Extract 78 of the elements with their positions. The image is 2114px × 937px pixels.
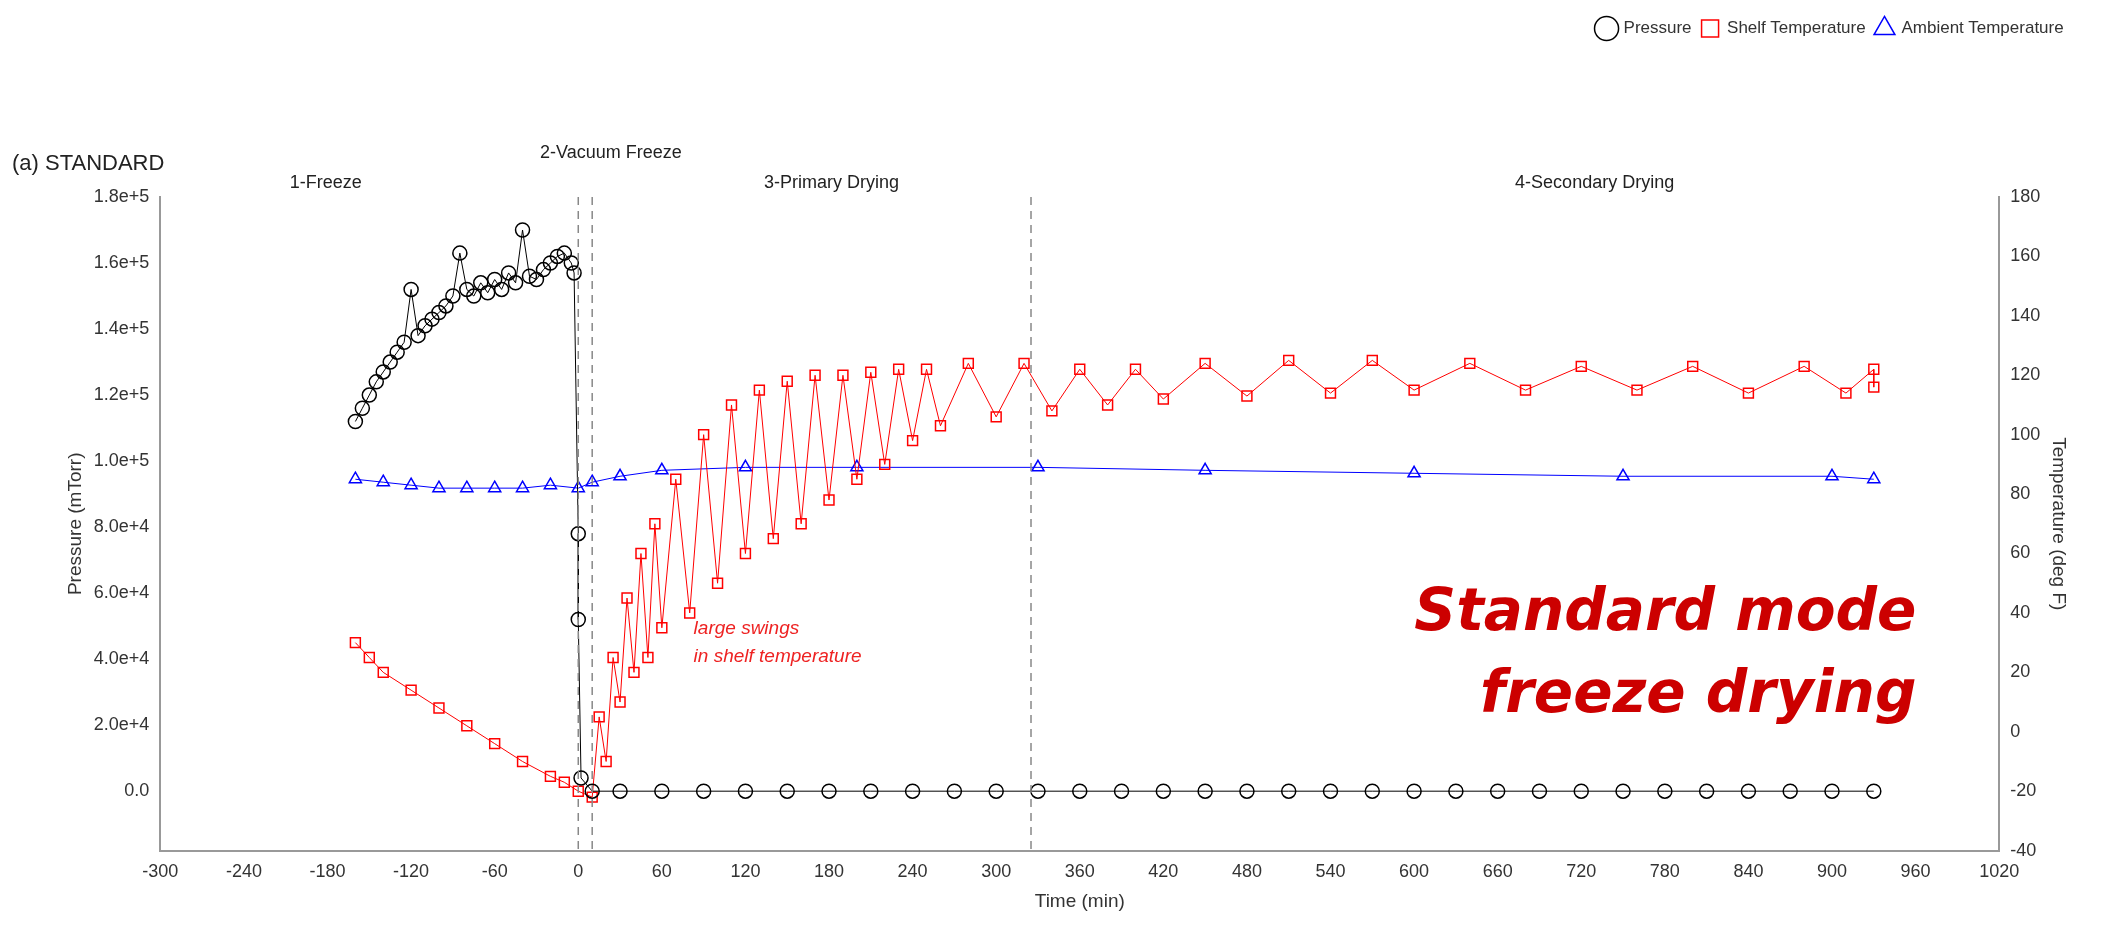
annotation: large swings in shelf temperature <box>693 616 862 666</box>
y-tick-label: 1.0e+5 <box>93 450 150 471</box>
y-tick-label: 8.0e+4 <box>93 516 150 537</box>
x-tick-label: 540 <box>1315 861 1346 882</box>
x-tick-label: 600 <box>1399 861 1430 882</box>
y2-tick-label: 120 <box>2010 364 2041 385</box>
x-axis-title: Time (min) <box>1034 889 1125 911</box>
x-tick-label: -180 <box>309 861 346 882</box>
y2-tick-label: -20 <box>2010 780 2037 801</box>
x-tick-label: 0 <box>573 861 584 882</box>
y-axis-title: Pressure (mTorr) <box>63 452 85 596</box>
point <box>1407 465 1421 478</box>
point <box>432 480 446 493</box>
x-tick-label: 300 <box>981 861 1012 882</box>
legend-label: Pressure <box>1623 18 1692 38</box>
point <box>1031 459 1045 472</box>
point <box>460 480 474 493</box>
point <box>1616 468 1630 481</box>
y2-tick-label: 20 <box>2010 661 2031 682</box>
point <box>850 459 864 472</box>
x-tick-label: 60 <box>651 861 672 882</box>
x-tick-label: 420 <box>1148 861 1179 882</box>
x-tick-label: 360 <box>1064 861 1095 882</box>
point <box>655 462 669 475</box>
x-tick-label: 120 <box>730 861 761 882</box>
x-tick-label: 840 <box>1733 861 1764 882</box>
y2-tick-label: 60 <box>2010 542 2031 563</box>
y2-tick-label: 180 <box>2010 185 2041 206</box>
point <box>1866 471 1881 484</box>
x-tick-label: 240 <box>897 861 928 882</box>
point <box>738 459 753 472</box>
chart-title: (a) STANDARD <box>12 150 165 176</box>
text: 3-Primary Drying <box>764 171 900 192</box>
point <box>1825 468 1839 481</box>
text: 4-Secondary Drying <box>1515 171 1675 192</box>
x-tick-label: 1020 <box>1979 861 2020 882</box>
y2-tick-label: 140 <box>2010 304 2041 325</box>
x-tick-label: 660 <box>1482 861 1513 882</box>
point <box>487 480 502 493</box>
text: 1-Freeze <box>289 171 362 192</box>
x-tick-label: 720 <box>1566 861 1597 882</box>
x-tick-label: 960 <box>1900 861 1931 882</box>
y-tick-label: 6.0e+4 <box>93 582 150 603</box>
y-tick-label: 2.0e+4 <box>93 714 150 735</box>
x-tick-label: 480 <box>1231 861 1262 882</box>
legend-label: Shelf Temperature <box>1727 18 1866 38</box>
y-tick-label: 1.8e+5 <box>93 185 150 206</box>
point <box>585 474 600 487</box>
x-tick-label: -120 <box>393 861 430 882</box>
x-tick-label: -300 <box>142 861 179 882</box>
y-tick-label: 1.4e+5 <box>93 318 150 339</box>
annotation: Standard mode freeze drying <box>1414 576 1917 727</box>
x-tick-label: -240 <box>225 861 262 882</box>
y2-axis-title: Temperature (deg F) <box>2049 437 2071 611</box>
y2-tick-label: 160 <box>2010 245 2041 266</box>
y2-tick-label: 40 <box>2010 601 2031 622</box>
x-tick-label: 180 <box>813 861 845 882</box>
x-tick-label: 780 <box>1649 861 1680 882</box>
x-tick-label: -60 <box>481 861 508 882</box>
point <box>613 468 627 481</box>
point <box>571 480 586 493</box>
point <box>404 477 418 490</box>
y-tick-label: 1.2e+5 <box>93 384 150 405</box>
legend-label: Ambient Temperature <box>1901 18 2064 38</box>
point <box>543 477 558 490</box>
y-tick-label: 1.6e+5 <box>93 251 150 272</box>
point <box>376 474 391 487</box>
point <box>515 480 530 493</box>
point <box>1198 462 1212 475</box>
text: 2-Vacuum Freeze <box>540 141 682 162</box>
y2-tick-label: -40 <box>2010 839 2037 860</box>
y-tick-label: 0.0 <box>124 780 150 801</box>
y2-tick-label: 80 <box>2010 483 2031 504</box>
x-tick-label: 900 <box>1816 861 1848 882</box>
point <box>348 471 363 484</box>
y2-tick-label: 0 <box>2010 720 2021 741</box>
y-tick-label: 4.0e+4 <box>93 648 150 669</box>
y2-tick-label: 100 <box>2010 423 2041 444</box>
